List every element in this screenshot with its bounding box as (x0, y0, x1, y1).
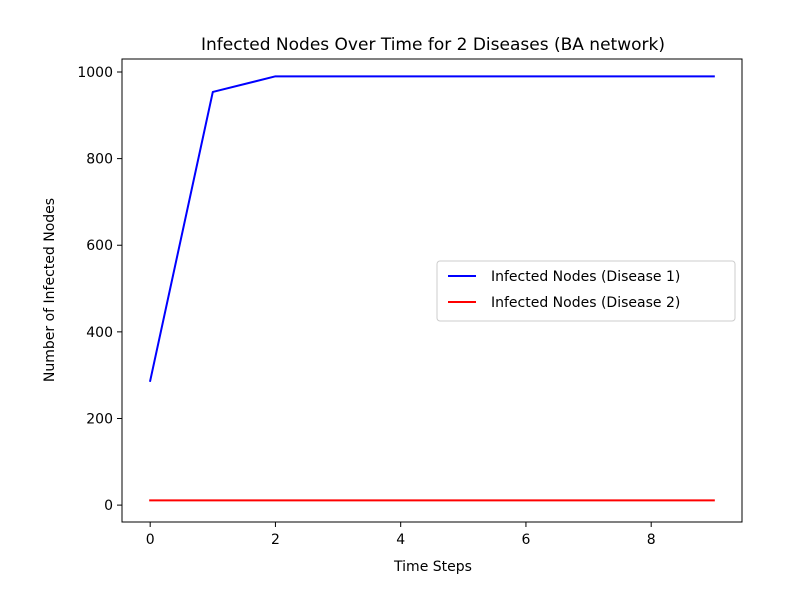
series-line-disease-1 (148, 75, 715, 382)
y-tick-label: 200 (86, 411, 113, 427)
legend: Infected Nodes (Disease 1) Infected Node… (436, 260, 736, 322)
x-axis: 0 2 4 6 8 (146, 522, 656, 548)
x-tick-label: 2 (271, 532, 280, 548)
x-tick-label: 6 (521, 532, 530, 548)
y-axis-label: Number of Infected Nodes (42, 198, 58, 382)
x-tick-label: 0 (146, 532, 155, 548)
y-tick-label: 0 (104, 498, 113, 514)
axes-frame (121, 58, 743, 523)
y-tick-label: 600 (86, 238, 113, 254)
x-axis-label: Time Steps (393, 559, 472, 575)
y-axis: 0 200 400 600 800 1000 (77, 65, 122, 514)
chart-title: Infected Nodes Over Time for 2 Diseases … (201, 35, 665, 55)
y-tick-label: 800 (86, 152, 113, 168)
legend-box (436, 260, 736, 322)
x-tick-label: 8 (647, 532, 656, 548)
x-tick-label: 4 (396, 532, 405, 548)
legend-label-disease-1: Infected Nodes (Disease 1) (491, 269, 680, 285)
y-tick-label: 1000 (77, 65, 113, 81)
plot-area (148, 75, 715, 502)
y-tick-label: 400 (86, 325, 113, 341)
legend-label-disease-2: Infected Nodes (Disease 2) (491, 295, 680, 311)
